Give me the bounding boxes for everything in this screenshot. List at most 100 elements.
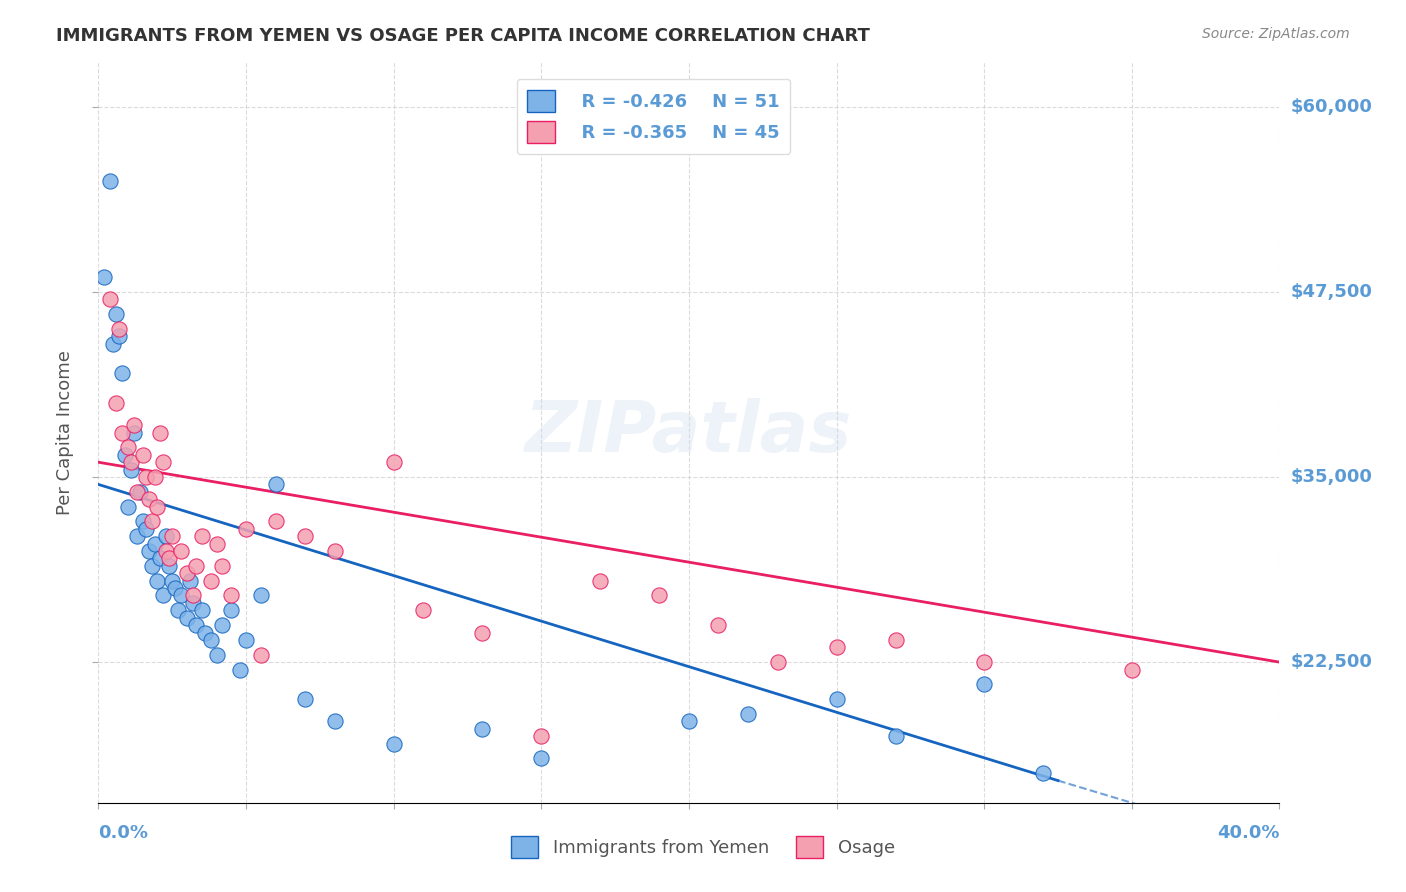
Point [155,529,177,543]
Point [191,529,214,543]
Point [98,293,121,307]
Point [648,589,671,603]
Point [766,655,789,669]
Point [973,655,995,669]
Point [152,589,174,603]
Point [128,484,150,499]
Point [93,270,115,285]
Point [181,596,204,610]
Point [143,470,166,484]
Point [135,522,157,536]
Point [155,544,177,558]
Point [111,425,134,440]
Text: $22,500: $22,500 [1291,653,1372,671]
Point [235,522,257,536]
Point [737,706,759,721]
Point [235,632,257,647]
Point [530,751,553,765]
Point [250,648,273,662]
Legend:   R = -0.426    N = 51,   R = -0.365    N = 45: R = -0.426 N = 51, R = -0.365 N = 45 [516,78,790,153]
Point [117,441,139,455]
Point [264,477,287,491]
Point [122,418,145,433]
Legend: Immigrants from Yemen, Osage: Immigrants from Yemen, Osage [503,829,903,865]
Point [221,603,243,617]
Point [125,529,148,543]
Point [211,558,233,573]
Point [211,618,233,632]
Point [157,551,180,566]
Point [205,648,228,662]
Text: ZIPatlas: ZIPatlas [526,398,852,467]
Point [200,574,222,588]
Point [135,470,157,484]
Point [205,536,228,550]
Point [323,544,346,558]
Point [184,558,207,573]
Point [125,484,148,499]
Point [98,174,121,188]
Point [184,618,207,632]
Point [412,603,434,617]
Point [221,589,243,603]
Point [176,566,198,581]
Y-axis label: Per Capita Income: Per Capita Income [56,351,75,515]
Point [884,632,907,647]
Point [707,618,730,632]
Text: $60,000: $60,000 [1291,98,1372,116]
Point [117,500,139,514]
Point [157,558,180,573]
Point [884,729,907,743]
Point [162,529,183,543]
Point [323,714,346,729]
Point [825,640,848,655]
Point [165,581,187,595]
Point [179,574,201,588]
Point [105,307,128,321]
Point [973,677,995,691]
Point [162,574,183,588]
Point [471,722,494,736]
Point [825,692,848,706]
Point [146,574,169,588]
Text: 40.0%: 40.0% [1218,823,1279,841]
Point [170,544,193,558]
Point [589,574,612,588]
Point [1032,766,1054,780]
Point [181,589,204,603]
Point [111,367,134,381]
Point [138,492,160,507]
Point [132,515,155,529]
Point [141,558,163,573]
Point [294,529,316,543]
Point [167,603,190,617]
Text: $47,500: $47,500 [1291,283,1372,301]
Point [114,448,136,462]
Point [143,536,166,550]
Point [530,729,553,743]
Text: IMMIGRANTS FROM YEMEN VS OSAGE PER CAPITA INCOME CORRELATION CHART: IMMIGRANTS FROM YEMEN VS OSAGE PER CAPIT… [56,27,870,45]
Point [122,425,145,440]
Point [170,589,193,603]
Point [200,632,222,647]
Point [678,714,700,729]
Point [471,625,494,640]
Point [108,322,131,336]
Point [149,551,172,566]
Point [382,737,405,751]
Point [152,455,174,469]
Point [250,589,273,603]
Point [146,500,169,514]
Point [191,603,214,617]
Point [108,329,131,343]
Point [132,448,155,462]
Point [120,462,142,476]
Point [176,610,198,624]
Text: 0.0%: 0.0% [98,823,149,841]
Point [149,425,172,440]
Point [264,515,287,529]
Point [382,455,405,469]
Point [138,544,160,558]
Point [194,625,217,640]
Point [120,455,142,469]
